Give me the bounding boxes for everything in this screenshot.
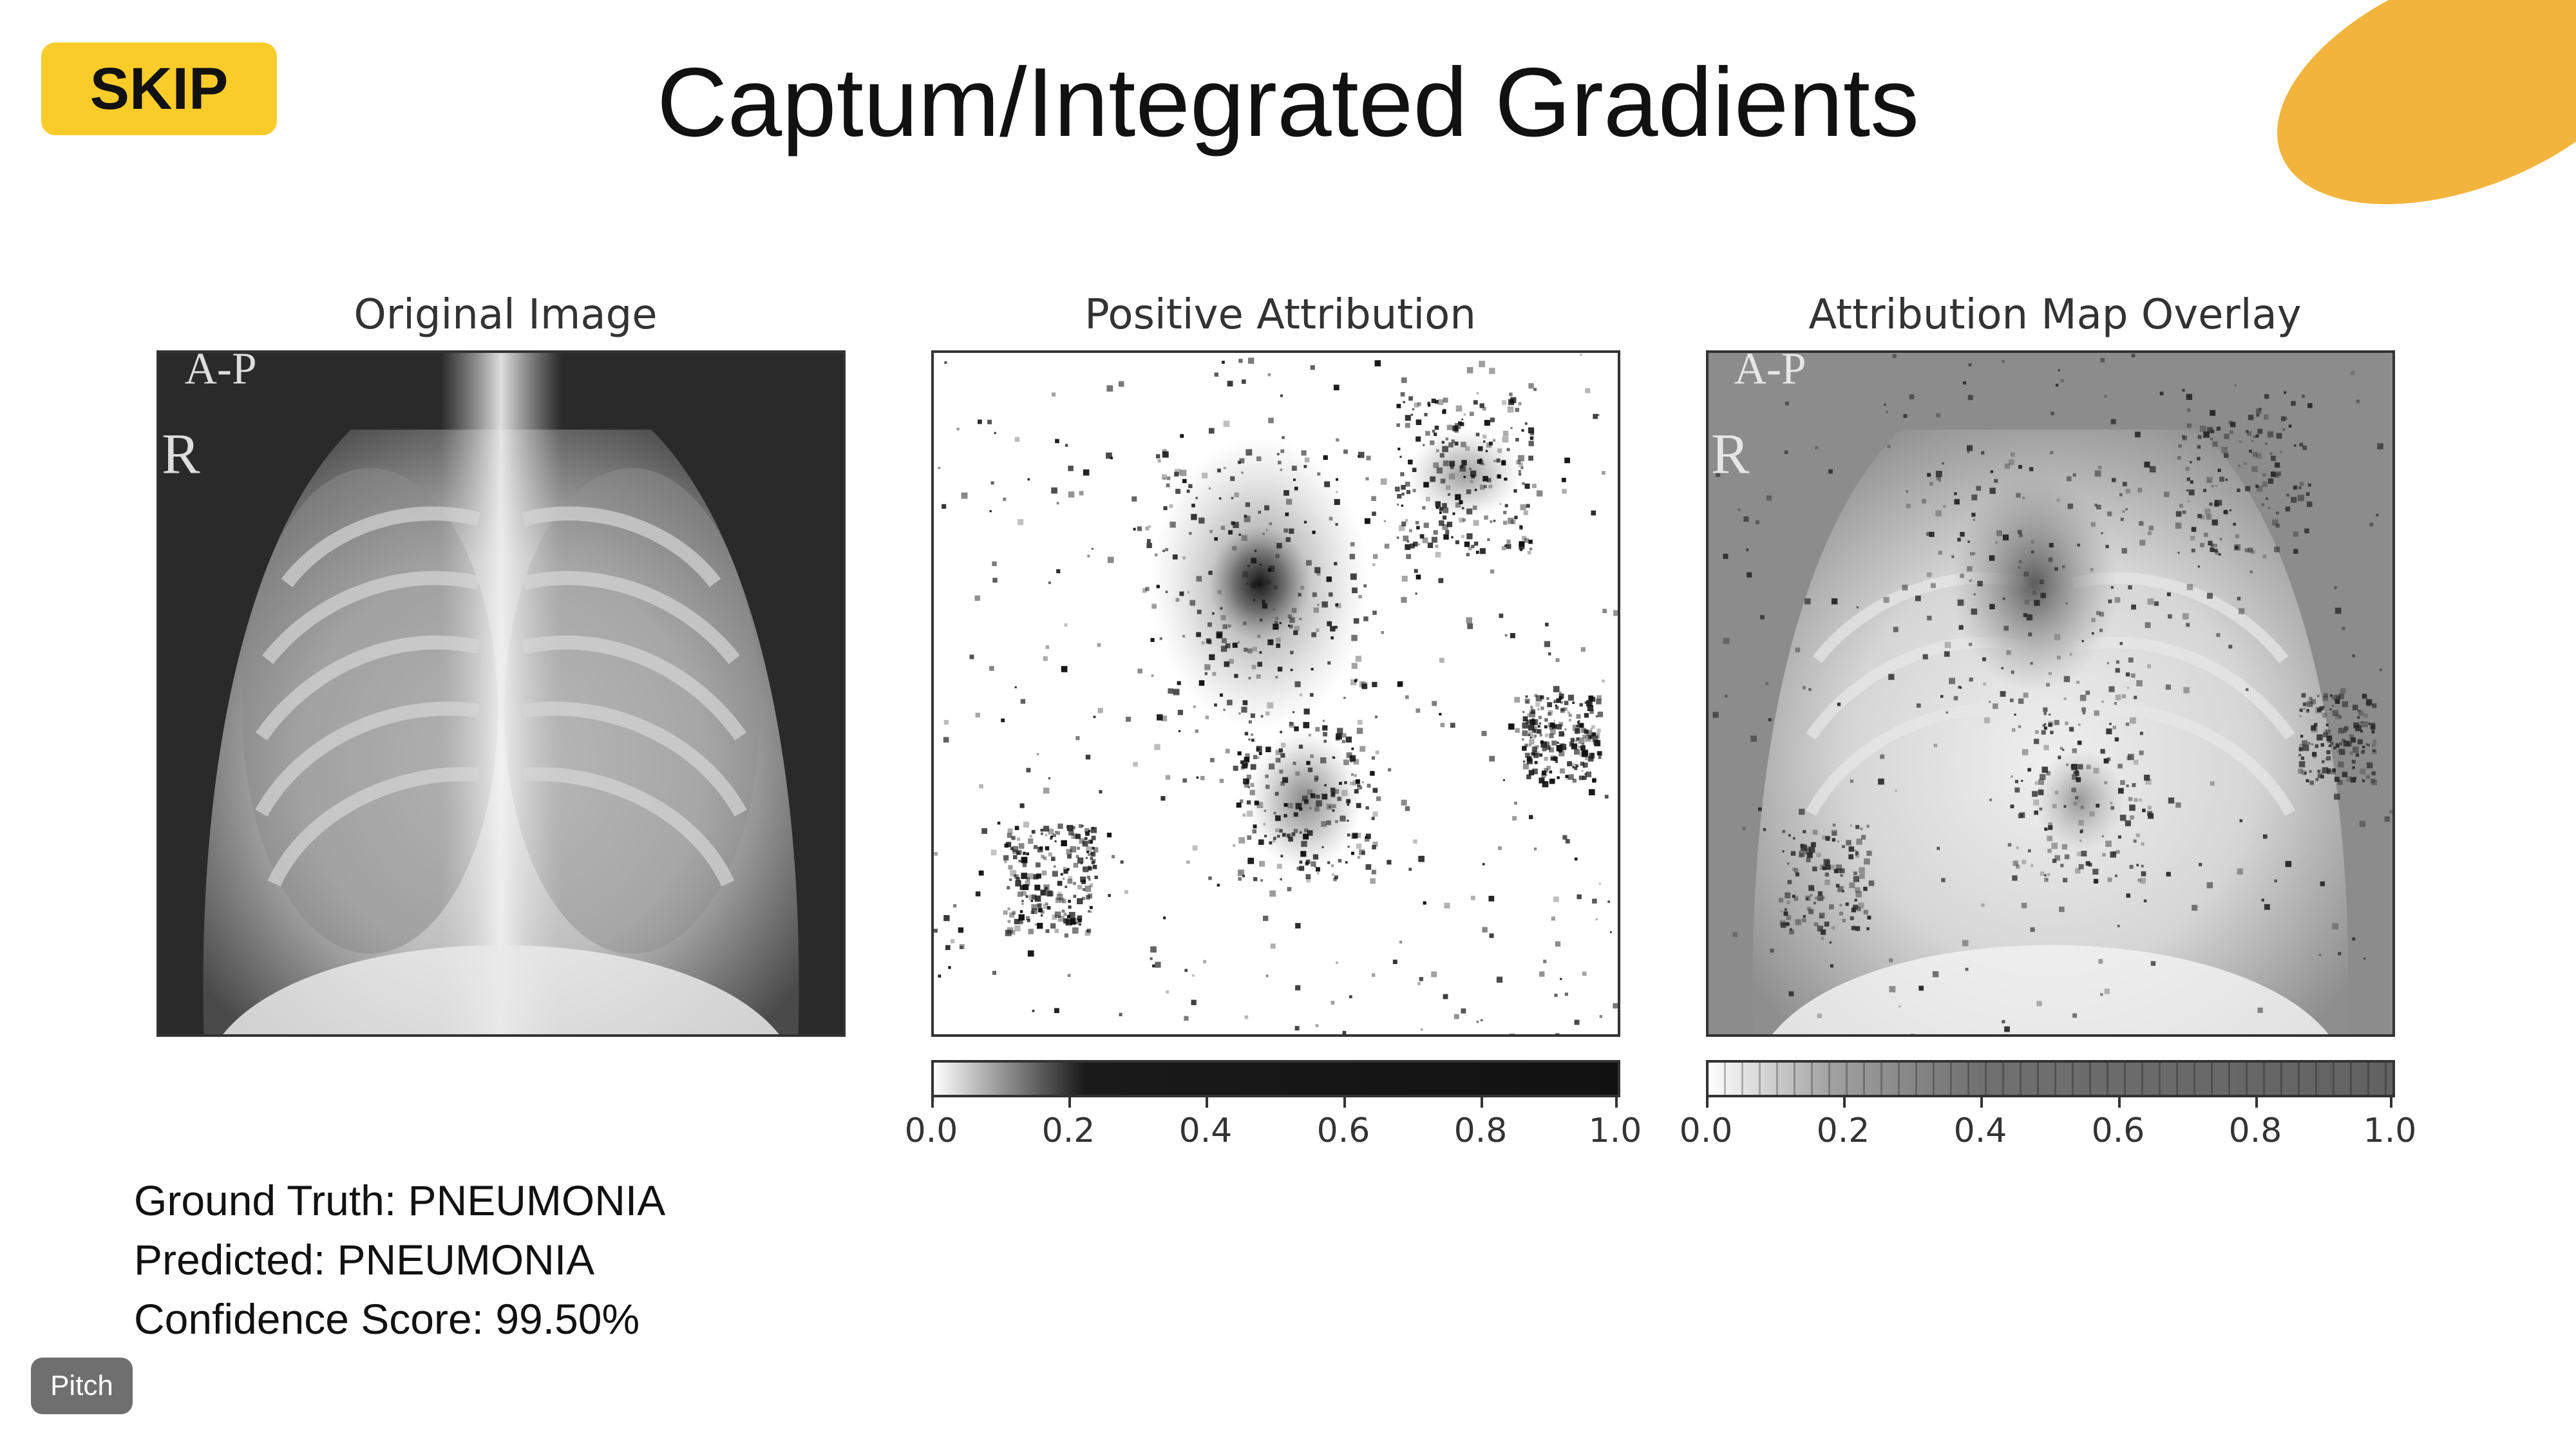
positive-attribution-map [931,350,1620,1037]
original-xray-image: A-P R [156,350,846,1037]
attribution-colorbar-ticks: 0.0 0.2 0.4 0.6 0.8 1.0 [905,1097,1642,1155]
attribution-overlay-image: A-P R [1706,350,2395,1037]
panel-title-positive-attribution: Positive Attribution [1084,291,1476,339]
svg-text:R: R [162,422,200,486]
svg-text:A-P: A-P [185,353,257,394]
svg-text:A-P: A-P [1734,353,1806,394]
skip-button[interactable]: SKIP [41,43,277,135]
page-title: Captum/Integrated Gradients [656,48,1920,157]
svg-text:R: R [1711,422,1750,486]
predicted-text: Predicted: PNEUMONIA [134,1236,595,1283]
pitch-badge[interactable]: Pitch [31,1358,133,1414]
overlay-colorbar [1706,1060,2395,1097]
confidence-score-text: Confidence Score: 99.50% [134,1295,640,1343]
ground-truth-text: Ground Truth: PNEUMONIA [134,1177,666,1224]
panel-title-original: Original Image [354,291,658,339]
panel-title-attribution-overlay: Attribution Map Overlay [1808,291,2302,339]
attribution-colorbar [931,1060,1620,1097]
overlay-colorbar-ticks: 0.0 0.2 0.4 0.6 0.8 1.0 [1680,1097,2416,1155]
